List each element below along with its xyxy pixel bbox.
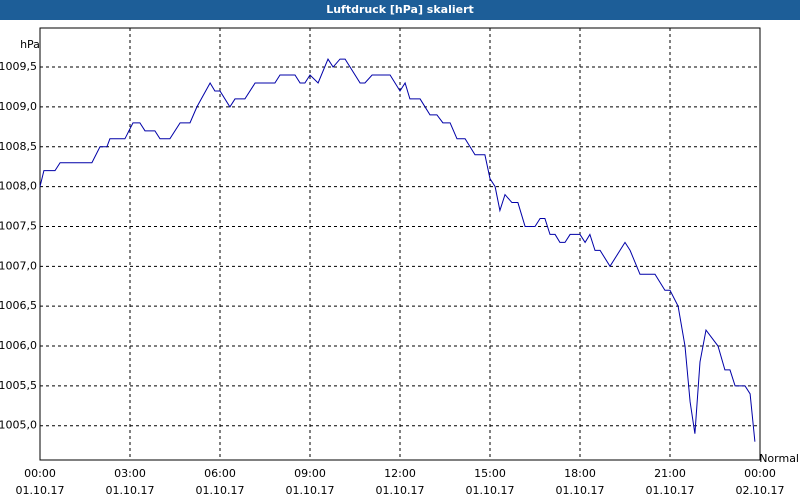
y-tick-label: 1009,5	[0, 60, 37, 73]
x-tick-label: 03:00	[114, 467, 146, 480]
chart-title: Luftdruck [hPa] skaliert	[0, 0, 800, 20]
chart: hPa Normal 1005,0 1005,5 1006,0 1006,5 1007,…	[0, 27, 799, 497]
x-tick-label: 21:00	[654, 467, 686, 480]
annotation: Normal	[759, 452, 799, 465]
x-tick-date: 01.10.17	[196, 484, 245, 497]
y-tick-label: 1007,0	[0, 259, 37, 272]
y-tick-label: 1009,0	[0, 100, 37, 113]
x-tick-label: 00:00	[744, 467, 776, 480]
x-tick-label: 12:00	[384, 467, 416, 480]
x-tick-date: 01.10.17	[556, 484, 605, 497]
x-tick-label: 18:00	[564, 467, 596, 480]
y-tick-label: 1006,5	[0, 299, 37, 312]
x-tick-label: 15:00	[474, 467, 506, 480]
x-tick-date: 01.10.17	[16, 484, 65, 497]
y-tick-label: 1005,0	[0, 419, 37, 432]
x-tick-date: 01.10.17	[376, 484, 425, 497]
y-tick-label: 1007,5	[0, 219, 37, 232]
y-axis-label: hPa	[20, 38, 40, 51]
line-series	[39, 58, 756, 442]
x-tick-label: 00:00	[24, 467, 56, 480]
x-tick-date: 01.10.17	[106, 484, 155, 497]
x-tick-date: 01.10.17	[646, 484, 695, 497]
x-tick-label: 06:00	[204, 467, 236, 480]
y-tick-label: 1006,0	[0, 339, 37, 352]
x-tick-date: 01.10.17	[286, 484, 335, 497]
x-tick-label: 09:00	[294, 467, 326, 480]
y-tick-label: 1005,5	[0, 379, 37, 392]
y-tick-label: 1008,5	[0, 140, 37, 153]
x-tick-date: 01.10.17	[466, 484, 515, 497]
y-tick-label: 1008,0	[0, 180, 37, 193]
x-tick-date: 02.10.17	[736, 484, 785, 497]
